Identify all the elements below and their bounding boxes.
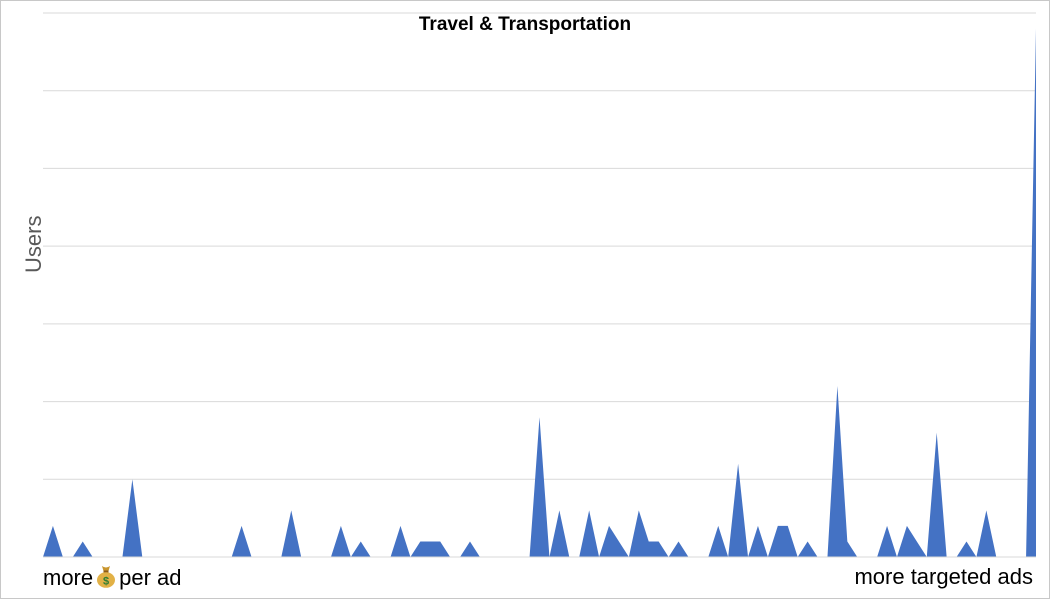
- x-axis-left-label: more $ per ad: [43, 564, 182, 594]
- chart-title: Travel & Transportation: [418, 14, 632, 35]
- area-series-0: [43, 28, 1036, 558]
- svg-text:$: $: [103, 576, 109, 588]
- x-axis-left-suffix: per ad: [119, 565, 182, 590]
- x-axis-right-label: more targeted ads: [854, 564, 1033, 589]
- money-bag-icon: $: [95, 564, 117, 594]
- x-axis-left-text: more: [43, 565, 94, 590]
